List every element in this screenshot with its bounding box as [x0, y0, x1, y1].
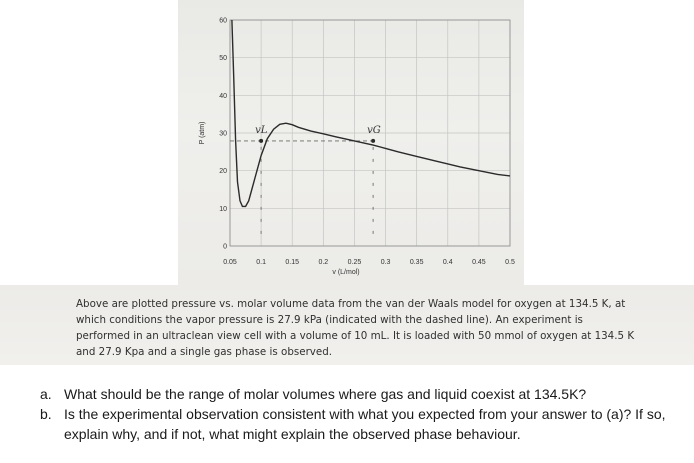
question-list: a. What should be the range of molar volu… — [40, 384, 690, 444]
x-tick-labels: 0.05 0.1 0.15 0.2 0.25 0.3 0.35 0.4 0.45 0.5 — [223, 259, 515, 266]
question-text: Is the experimental observation consiste… — [64, 406, 666, 442]
y-tick-label-5: 50 — [219, 55, 227, 62]
vdw-isotherm-line — [231, 19, 511, 208]
y-tick-label-4: 40 — [219, 93, 227, 100]
x-tick-label-0: 0.05 — [223, 259, 237, 266]
x-tick-label-4: 0.25 — [348, 259, 362, 266]
x-tick-label-7: 0.4 — [443, 259, 453, 266]
y-tick-label-3: 30 — [219, 131, 227, 138]
x-tick-label-2: 0.15 — [285, 259, 299, 266]
x-axis-label: v (L/mol) — [332, 269, 359, 276]
y-tick-label-0: 0 — [223, 244, 227, 251]
x-tick-label-8: 0.45 — [472, 259, 486, 266]
y-tick-label-6: 60 — [219, 18, 227, 25]
annotation-marks: vL vG — [255, 125, 381, 143]
y-tick-label-2: 20 — [219, 168, 227, 175]
photo-caption-background — [0, 285, 694, 365]
question-label: b. — [40, 406, 52, 422]
figure-caption: Above are plotted pressure vs. molar vol… — [76, 298, 635, 358]
question-item-0: a. What should be the range of molar volu… — [40, 384, 690, 404]
x-tick-label-6: 0.35 — [410, 259, 424, 266]
x-tick-label-1: 0.1 — [256, 259, 266, 266]
y-axis-label: P (atm) — [199, 122, 206, 145]
y-tick-label-1: 10 — [219, 206, 227, 213]
x-tick-label-3: 0.2 — [318, 259, 328, 266]
y-tick-labels: 0 10 20 30 40 50 60 — [219, 18, 227, 251]
x-tick-label-9: 0.5 — [505, 259, 515, 266]
intersection-point-0 — [259, 138, 264, 143]
question-text: What should be the range of molar volume… — [64, 386, 587, 402]
annotation-1: vG — [367, 125, 381, 136]
plot-frame — [229, 19, 511, 247]
question-item-1: b. Is the experimental observation consis… — [40, 404, 690, 444]
annotation-0: vL — [255, 125, 268, 136]
intersection-point-1 — [371, 138, 376, 143]
question-label: a. — [40, 386, 52, 402]
x-tick-label-5: 0.3 — [381, 259, 391, 266]
